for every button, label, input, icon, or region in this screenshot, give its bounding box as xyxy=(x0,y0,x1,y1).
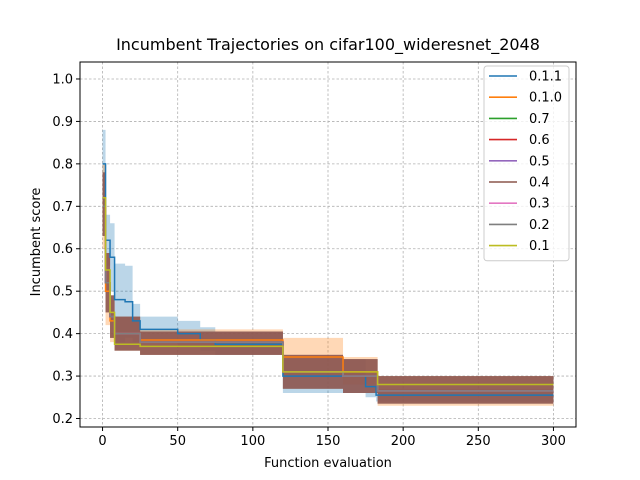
y-axis-label: Incumbent score xyxy=(29,188,44,297)
legend-label-0-2: 0.2 xyxy=(529,218,550,233)
legend-label-0-3: 0.3 xyxy=(529,197,550,212)
y-tick-label: 0.8 xyxy=(52,157,73,172)
line-series-0-1 xyxy=(102,197,554,386)
y-tick-label: 0.9 xyxy=(52,115,73,130)
line-series-0-2 xyxy=(102,205,554,392)
y-tick-label: 0.7 xyxy=(52,200,73,215)
chart-title: Incumbent Trajectories on cifar100_wider… xyxy=(116,35,540,55)
x-tick-label: 250 xyxy=(466,434,491,449)
x-tick-label: 300 xyxy=(541,434,566,449)
series-lines xyxy=(102,163,554,396)
legend: 0.1.1 0.1.0 0.7 0.6 0.5 0.4 0.3 0.2 0.1 xyxy=(483,65,570,262)
x-tick-label: 200 xyxy=(391,434,416,449)
y-tick-label: 0.4 xyxy=(52,327,73,342)
y-tick-label: 0.3 xyxy=(52,370,73,385)
legend-box xyxy=(483,65,570,262)
x-axis-label: Function evaluation xyxy=(264,456,392,471)
grid-layer xyxy=(80,62,576,427)
legend-label-0-6: 0.6 xyxy=(529,133,550,148)
x-tick-label: 100 xyxy=(240,434,265,449)
legend-label-0-1-1: 0.1.1 xyxy=(529,70,562,85)
legend-label-0-1: 0.1 xyxy=(529,239,550,254)
plot-area xyxy=(79,61,577,428)
legend-label-0-1-0: 0.1.0 xyxy=(529,91,562,106)
y-axis-ticks: 0.2 0.3 0.4 0.5 0.6 0.7 0.8 0.9 1.0 xyxy=(52,72,80,427)
x-tick-label: 0 xyxy=(98,434,106,449)
legend-label-0-5: 0.5 xyxy=(529,154,550,169)
y-tick-label: 0.2 xyxy=(52,412,73,427)
y-tick-label: 0.6 xyxy=(52,242,73,257)
x-tick-label: 150 xyxy=(316,434,341,449)
legend-label-0-4: 0.4 xyxy=(529,176,550,191)
y-tick-label: 0.5 xyxy=(52,285,73,300)
legend-label-0-7: 0.7 xyxy=(529,112,550,127)
x-tick-label: 50 xyxy=(169,434,186,449)
x-axis-ticks: 0 50 100 150 200 250 300 xyxy=(98,427,566,449)
y-tick-label: 1.0 xyxy=(52,72,73,87)
